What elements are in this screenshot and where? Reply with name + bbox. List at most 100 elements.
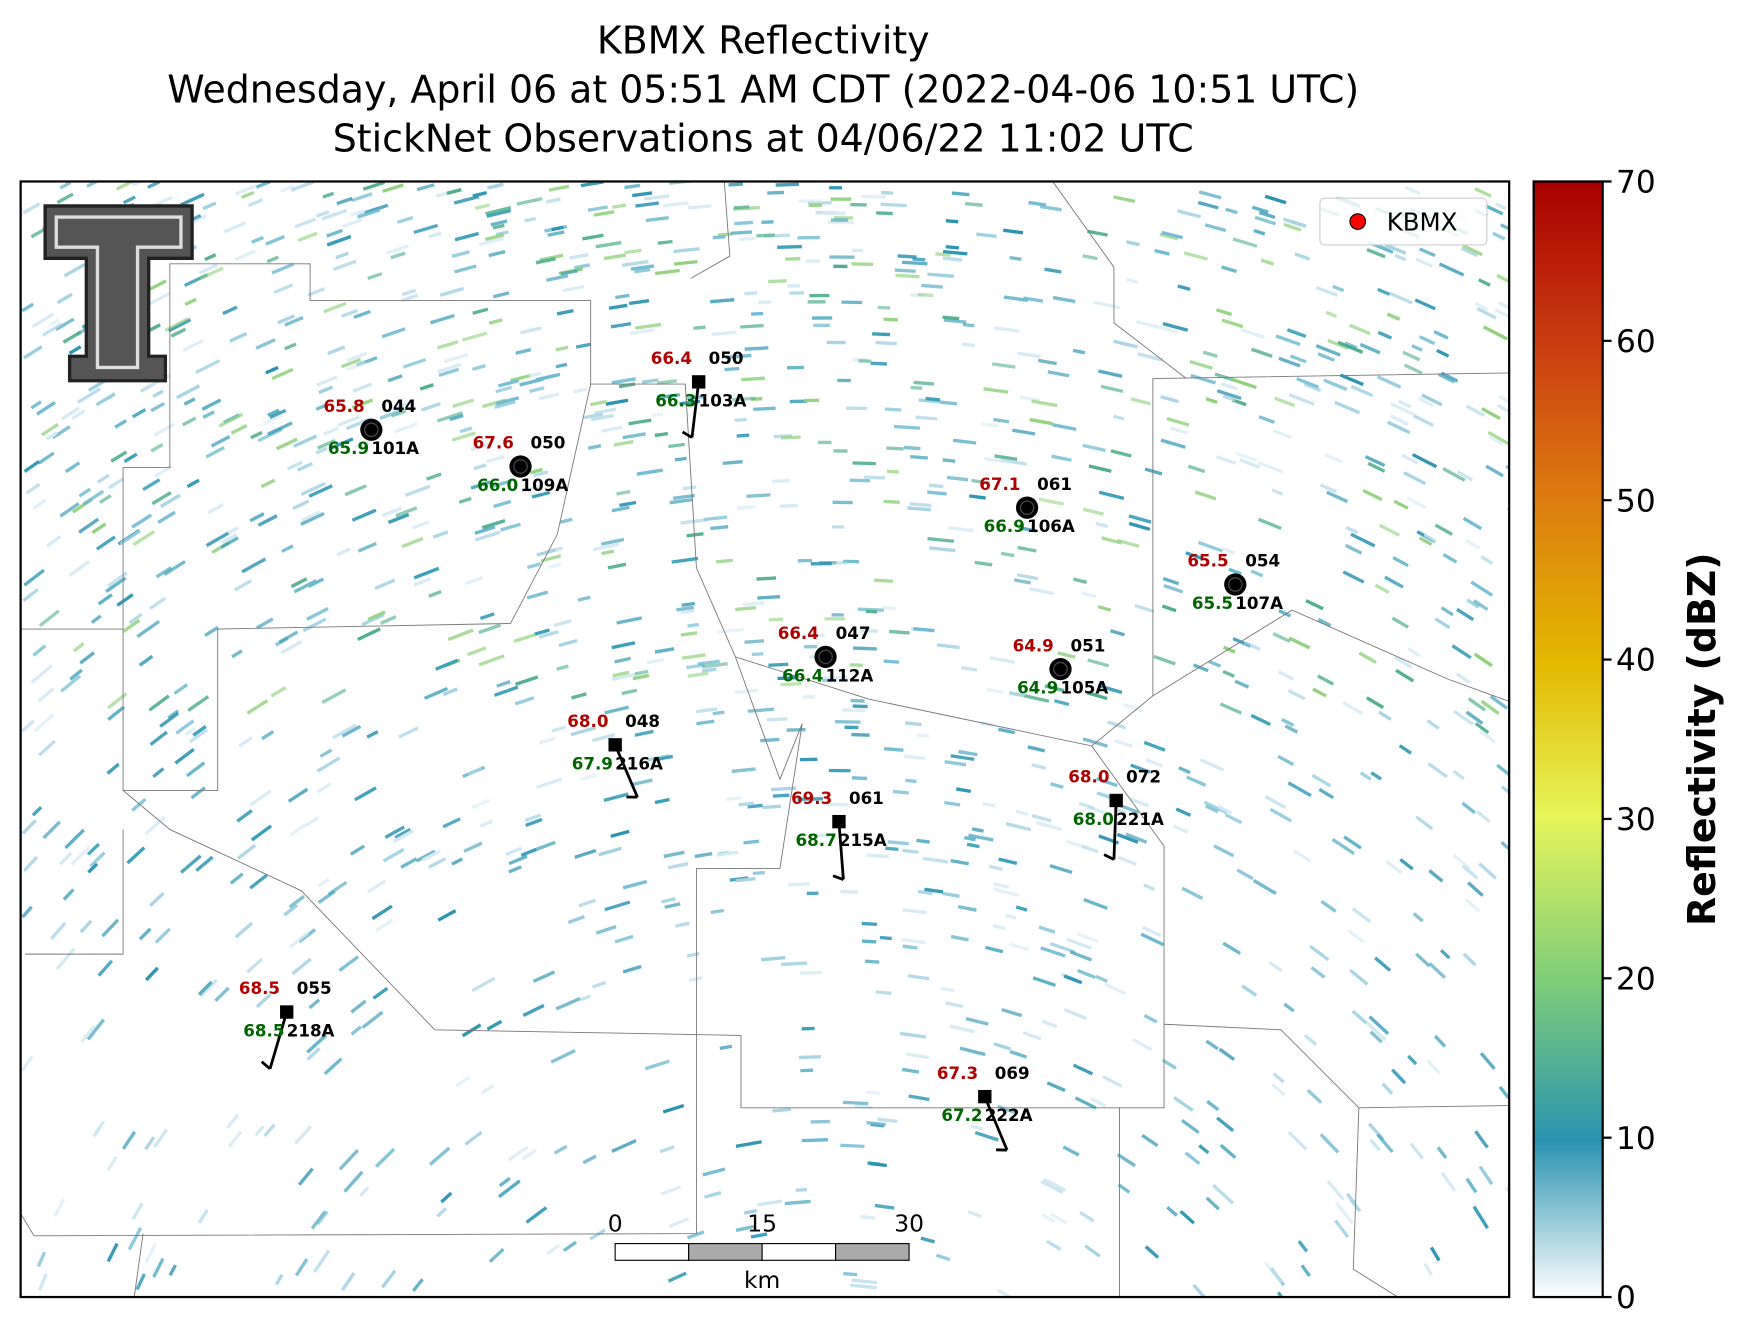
radar-cell <box>22 855 39 872</box>
radar-cell <box>1041 1019 1058 1029</box>
radar-cell <box>164 317 190 332</box>
radar-cell <box>1144 1245 1160 1259</box>
radar-cell <box>516 196 543 206</box>
radar-cell <box>798 1055 821 1060</box>
radar-cell <box>589 399 608 407</box>
radar-cell <box>747 707 775 713</box>
radar-cell <box>202 410 215 419</box>
radar-cell <box>539 392 560 401</box>
radar-cell <box>123 452 138 463</box>
radar-cell <box>401 293 419 302</box>
radar-cell <box>280 640 303 655</box>
radar-cell <box>1456 607 1475 622</box>
radar-cell <box>595 925 617 935</box>
radar-cell <box>927 490 947 496</box>
radar-cell <box>889 629 910 635</box>
radar-cell <box>1288 636 1311 650</box>
radar-cell <box>611 377 636 385</box>
wind-barb <box>613 744 639 798</box>
station-temperature: 68.0 <box>1068 767 1109 787</box>
radar-cell <box>68 560 90 577</box>
radar-cell <box>1478 1165 1494 1186</box>
radar-cell <box>97 473 110 484</box>
radar-cell <box>824 617 846 621</box>
radar-cell <box>1374 956 1392 972</box>
radar-cell <box>255 338 276 350</box>
radar-cell <box>357 627 381 641</box>
radar-cell <box>453 194 480 205</box>
radar-cell <box>317 877 330 888</box>
radar-cell <box>1039 204 1062 212</box>
radar-cell <box>336 547 351 557</box>
radar-cell <box>674 456 687 462</box>
radar-cell <box>493 499 512 509</box>
radar-cell <box>612 670 630 678</box>
radar-cell <box>1213 844 1235 858</box>
radar-cell <box>1434 617 1451 630</box>
radar-cell <box>1222 669 1235 678</box>
radar-cell <box>116 593 134 607</box>
radar-cell <box>438 367 460 377</box>
radar-cell <box>514 675 539 686</box>
radar-cell <box>572 387 588 394</box>
radar-cell <box>55 317 75 332</box>
radar-cell <box>925 396 941 402</box>
radar-cell <box>1474 1130 1489 1149</box>
radar-cell <box>1203 800 1228 815</box>
radar-cell <box>514 696 535 706</box>
radar-cell <box>379 409 401 420</box>
radar-cell <box>810 561 832 566</box>
radar-cell <box>115 181 139 191</box>
radar-cell <box>538 736 556 745</box>
radar-cell <box>1046 1081 1066 1092</box>
radar-cell <box>1161 1058 1177 1070</box>
radar-cell <box>372 986 389 1000</box>
radar-cell <box>874 1203 895 1210</box>
radar-cell <box>479 819 494 828</box>
radar-cell <box>657 239 673 245</box>
radar-cell <box>1461 864 1479 880</box>
radar-cell <box>1409 1142 1425 1160</box>
wind-barb <box>1112 800 1118 860</box>
station-marker <box>280 1005 294 1019</box>
radar-cell <box>907 974 930 981</box>
radar-cell <box>587 444 602 450</box>
radar-cell <box>288 894 306 909</box>
radar-cell <box>861 939 877 944</box>
radar-cell <box>152 767 165 779</box>
radar-cell <box>246 699 269 715</box>
radar-cell <box>1128 521 1151 531</box>
radar-cell <box>250 430 263 440</box>
radar-cell <box>229 331 248 343</box>
radar-cell <box>1046 1239 1062 1251</box>
radar-cell <box>743 839 760 845</box>
radar-cell <box>1287 781 1312 798</box>
radar-cell <box>1161 230 1183 240</box>
radar-cell <box>1141 1133 1159 1148</box>
radar-cell <box>1136 320 1157 329</box>
radar-cell <box>371 904 393 921</box>
radar-cell <box>945 245 960 250</box>
radar-cell <box>493 685 519 697</box>
radar-cell <box>1116 538 1140 549</box>
radar-cell <box>950 858 969 866</box>
radar-cell <box>274 1274 284 1286</box>
station-dewpoint: 66.9 <box>984 516 1025 536</box>
radar-cell <box>1343 835 1362 850</box>
radar-cell <box>957 904 977 912</box>
station-code: 054 <box>1245 551 1280 571</box>
radar-cell <box>844 725 859 730</box>
radar-cell <box>831 525 845 529</box>
radar-cell <box>1117 1183 1131 1194</box>
radar-cell <box>1418 247 1436 258</box>
radar-cell <box>1393 655 1413 670</box>
radar-cell <box>1347 929 1365 944</box>
radar-cell <box>1433 329 1449 340</box>
radar-cell <box>187 695 210 712</box>
radar-cell <box>1442 553 1458 564</box>
radar-cell <box>613 439 634 447</box>
radar-cell <box>607 562 627 570</box>
radar-cell <box>1096 777 1118 788</box>
radar-cell <box>464 576 484 586</box>
station-temperature: 69.3 <box>791 788 832 808</box>
